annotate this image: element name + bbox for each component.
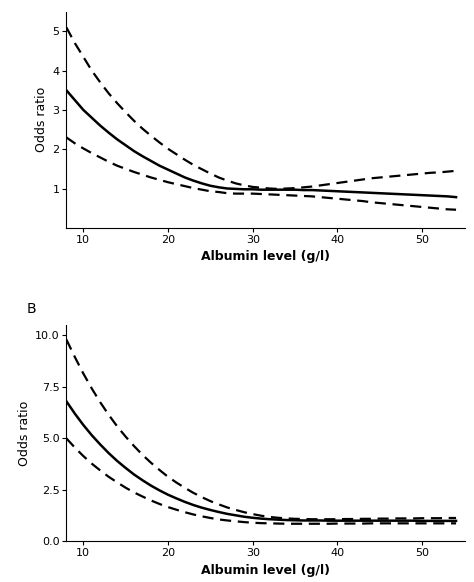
Y-axis label: Odds ratio: Odds ratio bbox=[18, 400, 31, 466]
X-axis label: Albumin level (g/l): Albumin level (g/l) bbox=[201, 250, 330, 263]
Text: B: B bbox=[27, 303, 36, 317]
X-axis label: Albumin level (g/l): Albumin level (g/l) bbox=[201, 564, 330, 577]
Y-axis label: Odds ratio: Odds ratio bbox=[35, 87, 48, 152]
Text: A: A bbox=[27, 0, 36, 3]
